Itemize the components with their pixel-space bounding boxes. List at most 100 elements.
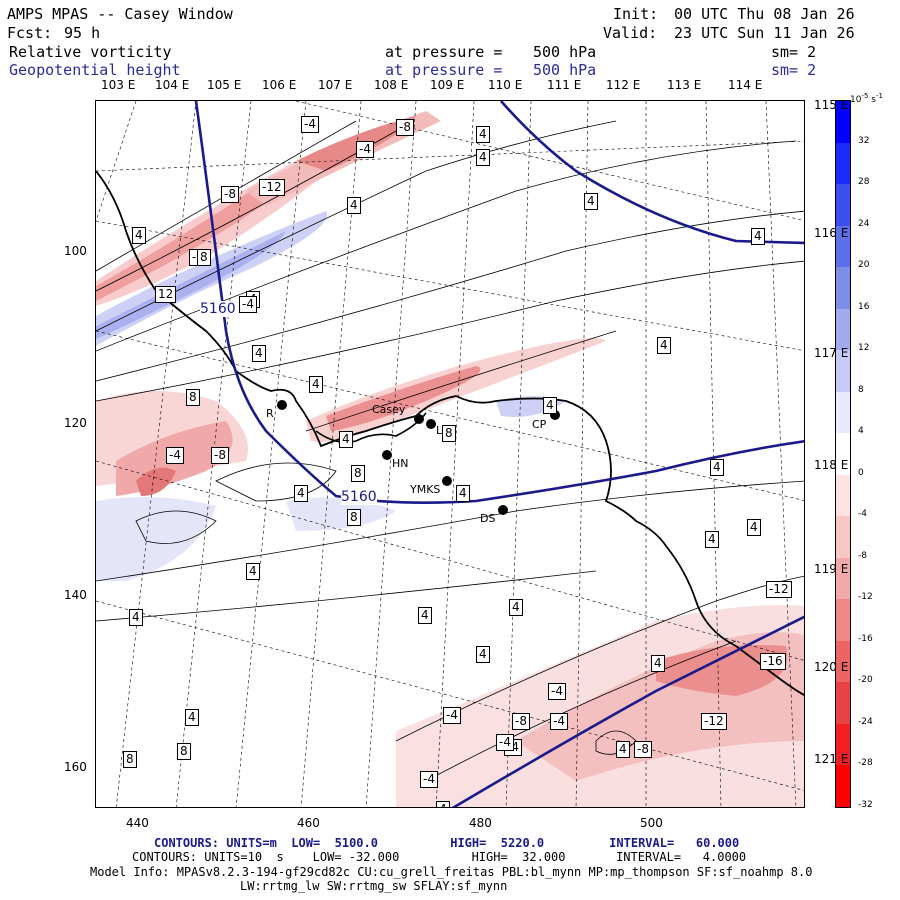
- vorticity-contour-label: 4: [747, 519, 761, 536]
- height-contour-label: 5160: [200, 301, 236, 317]
- station-label-hn: HN: [392, 457, 409, 470]
- init-label: Init:: [613, 5, 659, 23]
- vorticity-contour-label: -8: [512, 713, 530, 730]
- x-tick-label: 500: [640, 816, 663, 830]
- vorticity-contour-label: 4: [657, 337, 671, 354]
- colorbar-level-label: 20: [858, 260, 870, 271]
- station-label-r: R: [266, 407, 274, 420]
- footer-contours-height: CONTOURS: UNITS=m LOW= 5100.0 HIGH= 5220…: [154, 836, 740, 850]
- vorticity-contour-label: -4: [443, 707, 461, 724]
- colorbar-level-label: -16: [858, 633, 873, 644]
- vorticity-contour-label: 4: [543, 397, 557, 414]
- valid-label: Valid:: [603, 24, 658, 42]
- coastline-inlet: [315, 412, 427, 444]
- vorticity-contour-label: -12: [259, 179, 285, 196]
- fcst-value: 95 h: [64, 24, 101, 42]
- vorticity-contour-label: 4: [751, 228, 765, 245]
- vorticity-contour-label: 8: [123, 751, 137, 768]
- vorticity-contour-label: -4: [356, 141, 374, 158]
- field2-sm: sm= 2: [771, 61, 817, 79]
- colorbar-segment: [836, 557, 850, 600]
- y-tick-label: 100: [64, 244, 87, 258]
- field1-name: Relative vorticity: [9, 43, 172, 61]
- colorbar-level-label: -4: [858, 509, 867, 520]
- vorticity-contour-label: 8: [347, 509, 361, 526]
- vorticity-contour-label: 4: [710, 459, 724, 476]
- station-dot: [426, 419, 436, 429]
- vorticity-contour-label: -8: [211, 447, 229, 464]
- vorticity-contour-label: -8: [221, 186, 239, 203]
- colorbar-segment: [836, 184, 850, 227]
- vorticity-contour-label: 8: [351, 465, 365, 482]
- station-dot: [442, 476, 452, 486]
- station-markers: [277, 400, 560, 515]
- vorticity-contour-label: -16: [760, 653, 786, 670]
- vorticity-contour-label: -8: [396, 119, 414, 136]
- station-dot: [382, 450, 392, 460]
- height-contours: [194, 101, 804, 807]
- lon-label: 105 E: [207, 78, 242, 92]
- footer-model-info: Model Info: MPASv8.2.3-194-gf29cd82c CU:…: [90, 865, 813, 879]
- vorticity-contour-label: 4: [309, 376, 323, 393]
- vorticity-contour-label: -12: [766, 581, 792, 598]
- y-tick-label: 140: [64, 588, 87, 602]
- station-dot: [414, 414, 424, 424]
- vorticity-contour-label: 4: [705, 531, 719, 548]
- vorticity-contour-label: 4: [252, 345, 266, 362]
- vorticity-contour-label: -4: [420, 771, 438, 788]
- lon-label: 110 E: [488, 78, 523, 92]
- lon-label: 104 E: [155, 78, 190, 92]
- vorticity-contour-label: 12: [155, 286, 177, 303]
- colorbar-level-label: -32: [858, 800, 873, 810]
- vorticity-contour-label: 8: [186, 389, 200, 406]
- x-tick-label: 440: [126, 816, 149, 830]
- colorbar-level-label: 0: [858, 467, 864, 478]
- vorticity-shading: [96, 111, 804, 807]
- colorbar-segment: [836, 391, 850, 434]
- footer-contours-vort: CONTOURS: UNITS=10 s LOW= -32.000 HIGH= …: [132, 850, 747, 864]
- station-label-casey: Casey: [372, 403, 406, 416]
- vorticity-contour-label: -4: [166, 447, 184, 464]
- lon-label-right: 118 E: [814, 458, 849, 472]
- vorticity-contour-label: 4: [436, 801, 450, 807]
- lon-label: 109 E: [430, 78, 465, 92]
- vorticity-contour-label: 4: [616, 741, 630, 758]
- lon-label: 111 E: [547, 78, 582, 92]
- lon-label-right: 117 E: [814, 346, 849, 360]
- vorticity-contour-label: 4: [185, 709, 199, 726]
- colorbar-unit: 10-5 s-1: [850, 92, 883, 105]
- map-panel: Casey LS HN YMKS DS CP R 5160 5160 -4-8-…: [95, 100, 805, 808]
- colorbar-segment: [836, 225, 850, 268]
- colorbar-segment: [836, 599, 850, 642]
- fcst-label: Fcst:: [7, 24, 53, 42]
- vorticity-contour-label: 4: [476, 126, 490, 143]
- vorticity-contour-label: 4: [132, 227, 146, 244]
- y-tick-label: 160: [64, 760, 87, 774]
- lon-label: 112 E: [606, 78, 641, 92]
- colorbar-level-label: -28: [858, 758, 873, 769]
- vorticity-contour-label: 8: [197, 249, 211, 266]
- colorbar-level-label: -24: [858, 716, 873, 727]
- model-title: AMPS MPAS -- Casey Window: [7, 5, 233, 23]
- vorticity-contour-label: 4: [651, 655, 665, 672]
- field2-value: 500 hPa: [533, 61, 597, 79]
- lon-label: 107 E: [318, 78, 353, 92]
- vorticity-contour-label: 4: [476, 149, 490, 166]
- vorticity-contour-label: 4: [339, 431, 353, 448]
- lon-label: 106 E: [262, 78, 297, 92]
- vorticity-contour-label: 4: [476, 646, 490, 663]
- colorbar-level-label: 32: [858, 135, 870, 146]
- lon-label: 103 E: [101, 78, 136, 92]
- colorbar-level-label: -8: [858, 550, 867, 561]
- colorbar-level-label: 4: [858, 426, 864, 437]
- valid-value: 23 UTC Sun 11 Jan 26: [674, 24, 855, 42]
- field1-value: 500 hPa: [533, 43, 597, 61]
- colorbar: [835, 100, 851, 808]
- colorbar-level-label: 28: [858, 177, 870, 188]
- lon-label-right: 120 E: [814, 660, 849, 674]
- station-dot: [277, 400, 287, 410]
- vorticity-contour-label: -4: [496, 734, 514, 751]
- field1-sm: sm= 2: [771, 43, 817, 61]
- vorticity-contour-label: 4: [418, 607, 432, 624]
- vorticity-contour-label: -4: [550, 713, 568, 730]
